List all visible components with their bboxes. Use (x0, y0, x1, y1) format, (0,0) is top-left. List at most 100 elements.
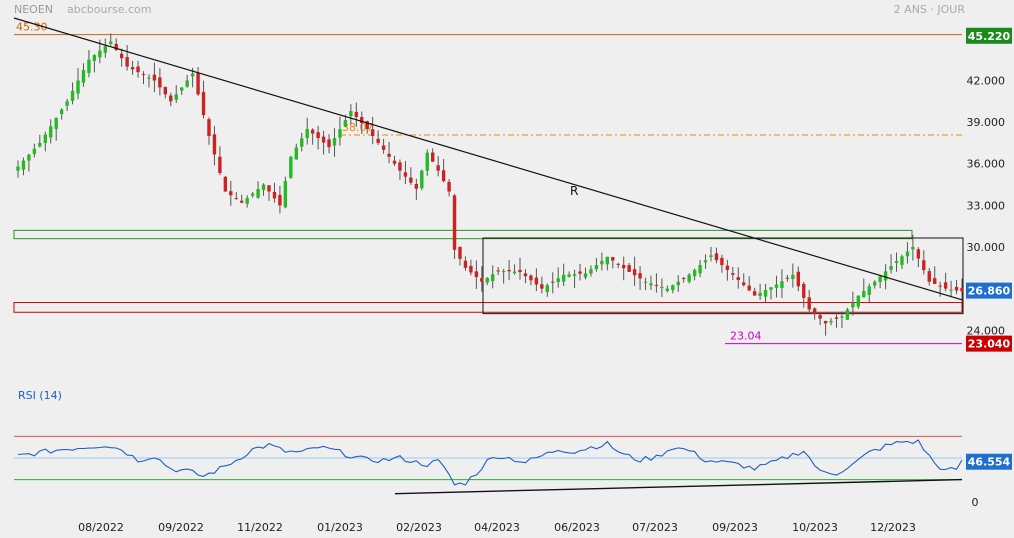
candle-body (256, 189, 260, 198)
candle-body (59, 109, 64, 115)
candle-body (392, 160, 397, 164)
candle-body (949, 289, 953, 291)
candle-body (856, 295, 861, 307)
candle-body (763, 290, 768, 297)
candle-body (261, 184, 266, 190)
candle-body (152, 74, 157, 81)
candle-body (425, 152, 429, 171)
candle-body (147, 77, 151, 79)
candle-body (916, 249, 921, 259)
candle-body (540, 284, 544, 289)
candle-body (98, 50, 102, 58)
candle-body (163, 86, 168, 95)
candle-body (567, 274, 571, 277)
candle-body (414, 184, 419, 189)
candle-body (49, 126, 53, 138)
candle-body (812, 308, 817, 315)
candle-body (807, 297, 811, 310)
candle-body (349, 110, 353, 117)
candle-body (621, 264, 626, 269)
x-tick-label: 02/2023 (396, 521, 442, 534)
candle-body (272, 191, 277, 199)
candle-body (545, 285, 549, 293)
price-badge-label: 23.040 (968, 338, 1011, 351)
candle-body (583, 273, 588, 278)
candle-body (551, 281, 555, 283)
candle-body (561, 274, 566, 282)
candle-body (65, 101, 69, 106)
candle-body (201, 91, 206, 116)
candle-body (403, 172, 408, 177)
candle-body (501, 270, 506, 273)
candle-body (141, 74, 146, 76)
candle-body (512, 271, 517, 274)
candle-body (119, 53, 124, 59)
candle-body (321, 136, 326, 143)
candle-body (889, 266, 893, 270)
candle-body (731, 273, 735, 275)
candle-body (900, 256, 904, 265)
candle-body (682, 278, 686, 280)
price-tick-label: 24.000 (967, 324, 1006, 337)
candle-body (234, 198, 238, 200)
candle-body (21, 160, 26, 170)
candle-body (250, 193, 255, 196)
candle-body (310, 129, 315, 134)
candle-body (725, 265, 730, 270)
candle-body (507, 269, 511, 272)
candle-body (267, 185, 271, 192)
candle-body (370, 129, 375, 136)
price-tick-label: 30.000 (967, 241, 1006, 254)
candle-body (381, 145, 386, 150)
candle-body (534, 277, 539, 285)
x-tick-label: 09/2023 (712, 521, 758, 534)
range-box (482, 237, 964, 315)
candle-body (742, 282, 746, 286)
candle-body (709, 255, 713, 257)
candle-body (594, 265, 599, 270)
rsi-rising-trendline (394, 478, 963, 495)
candle-body (212, 134, 217, 155)
candle-body (16, 166, 20, 171)
ticker-label: NEOEN (14, 3, 53, 16)
candle-body (878, 276, 882, 282)
candle-body (103, 46, 108, 53)
candle-body (867, 286, 871, 295)
candle-body (660, 286, 664, 289)
candle-body (960, 287, 964, 292)
x-tick-label: 04/2023 (474, 521, 520, 534)
candle-body (185, 80, 189, 87)
price-badge (966, 27, 1012, 44)
candle-body (632, 269, 637, 276)
price-badge-label: 26.860 (968, 285, 1011, 298)
candle-body (703, 260, 708, 263)
price-tick-label: 39.000 (967, 116, 1006, 129)
price-tick-label: 36.000 (967, 158, 1006, 171)
candle-body (332, 138, 337, 146)
candle-body (627, 265, 631, 273)
trendline-label: R (570, 184, 578, 198)
candle-body (572, 274, 577, 276)
candle-body (240, 200, 244, 203)
candle-body (343, 120, 348, 127)
candle-body (829, 321, 833, 323)
candle-body (649, 283, 653, 286)
candle-body (114, 43, 118, 50)
candle-body (747, 285, 751, 291)
rsi-badge-label: 46.554 (968, 456, 1011, 469)
candle-body (409, 177, 413, 183)
candle-body (130, 67, 135, 70)
candle-body (654, 285, 659, 287)
candle-body (834, 317, 839, 319)
candle-body (207, 119, 211, 136)
rsi-line (17, 439, 963, 486)
candle-body (458, 246, 462, 259)
candle-body (327, 139, 331, 148)
candle-body (752, 291, 757, 296)
x-tick-label: 01/2023 (317, 521, 363, 534)
candle-body (54, 117, 58, 129)
candle-body (387, 153, 391, 157)
candle-body (365, 121, 369, 130)
candle-body (190, 73, 195, 77)
